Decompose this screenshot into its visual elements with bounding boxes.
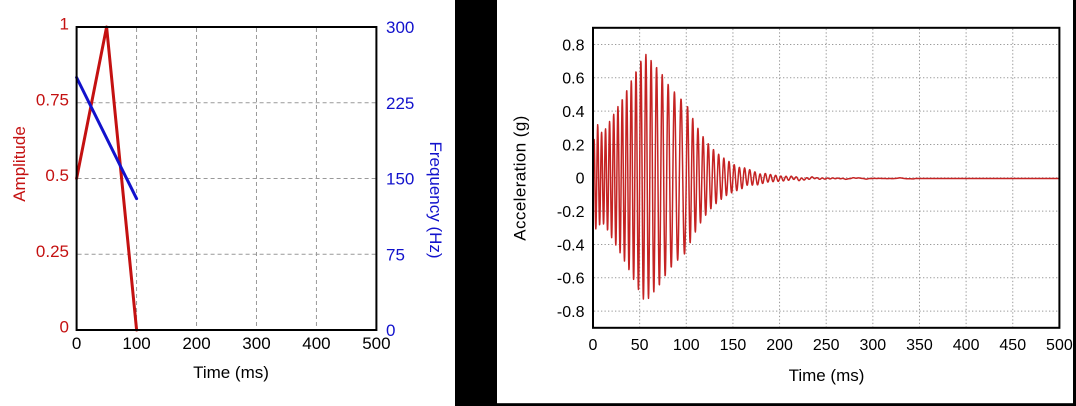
acceleration-gridlines [594, 28, 1059, 327]
x-tick-label: 150 [720, 337, 747, 354]
acceleration-signal-line [592, 53, 1061, 300]
y-tick-label: -0.6 [557, 271, 585, 288]
x-tick-label: 500 [362, 334, 390, 353]
y-tick-label-right: 0 [386, 321, 395, 340]
stimulus-gridlines [77, 28, 376, 329]
acceleration-ytick-labels: -0.8 -0.6 -0.4 -0.2 0 0.2 0.4 0.6 0.8 [557, 37, 585, 321]
acceleration-yaxis-title: Acceleration (g) [511, 115, 530, 240]
x-tick-label: 300 [859, 337, 886, 354]
y-tick-label-left: 0.25 [36, 242, 69, 261]
black-right-edge-bar [1073, 0, 1076, 406]
y-tick-label: 0.6 [562, 71, 584, 88]
acceleration-plot-frame [592, 26, 1061, 329]
acceleration-xtick-labels: 0 50 100 150 200 250 300 350 400 450 500 [589, 337, 1073, 354]
y-tick-label-right: 225 [386, 94, 414, 113]
x-tick-label: 0 [589, 337, 598, 354]
x-tick-label: 50 [631, 337, 649, 354]
y-tick-label-left: 0 [60, 318, 69, 337]
x-tick-label: 100 [122, 334, 150, 353]
frequency-sweep-line [75, 76, 139, 201]
x-tick-label: 100 [673, 337, 700, 354]
acceleration-chart: 0 50 100 150 200 250 300 350 400 450 500 -0.8-0.6-… [511, 26, 1073, 385]
x-tick-label: 250 [813, 337, 840, 354]
stimulus-ytick-right-labels: 0 75 150 225 300 [386, 18, 414, 340]
x-tick-label: 200 [182, 334, 210, 353]
stimulus-yaxis-left-title: Amplitude [10, 126, 29, 202]
y-tick-label: -0.4 [557, 237, 585, 254]
y-tick-label-right: 300 [386, 18, 414, 37]
y-tick-label-left: 1 [60, 15, 69, 34]
y-tick-label: 0.2 [562, 137, 584, 154]
x-tick-label: 450 [999, 337, 1026, 354]
stimulus-chart: 0 100 200 300 400 500 0 0.25 0.5 0.75 1 0 75 150 225… [10, 15, 445, 383]
y-tick-label-left: 0.75 [36, 90, 69, 109]
x-tick-label: 200 [766, 337, 793, 354]
black-divider-bar [455, 0, 497, 406]
y-tick-label-right: 75 [386, 245, 405, 264]
stimulus-plot-frame [75, 26, 378, 331]
x-tick-label: 500 [1046, 337, 1073, 354]
y-tick-label: -0.2 [557, 204, 585, 221]
y-tick-label: 0 [576, 171, 585, 188]
x-tick-label: 0 [72, 334, 81, 353]
y-tick-label-left: 0.5 [45, 166, 69, 185]
y-tick-label: -0.8 [557, 304, 585, 321]
stimulus-xaxis-title: Time (ms) [193, 363, 269, 382]
y-tick-label: 0.8 [562, 37, 584, 54]
x-tick-label: 350 [906, 337, 933, 354]
y-tick-label: 0.4 [562, 104, 584, 121]
y-tick-label-right: 150 [386, 170, 414, 189]
acceleration-series [592, 53, 1061, 300]
stimulus-ytick-left-labels: 0 0.25 0.5 0.75 1 [36, 15, 69, 337]
stimulus-xtick-labels: 0 100 200 300 400 500 [72, 334, 391, 353]
black-bottom-edge-bar [455, 403, 1076, 406]
acceleration-xaxis-title: Time (ms) [789, 366, 865, 385]
x-tick-label: 400 [953, 337, 980, 354]
stimulus-yaxis-right-title: Frequency (Hz) [426, 141, 445, 258]
x-tick-label: 300 [242, 334, 270, 353]
x-tick-label: 400 [302, 334, 330, 353]
